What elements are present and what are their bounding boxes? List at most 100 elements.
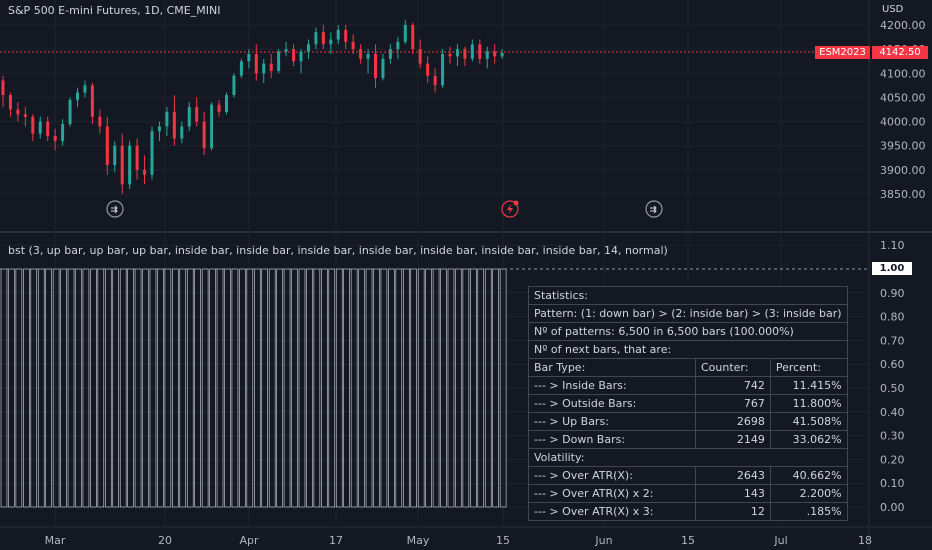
indicator-column[interactable] [224, 268, 231, 508]
price-bar[interactable] [165, 107, 169, 137]
indicator-column[interactable] [246, 268, 254, 508]
indicator-column[interactable] [335, 268, 343, 508]
price-bar[interactable] [329, 32, 333, 54]
indicator-column[interactable] [410, 268, 417, 508]
price-bar[interactable] [61, 119, 65, 146]
price-bar[interactable] [76, 87, 79, 108]
price-bar[interactable] [292, 44, 296, 67]
price-bar[interactable] [113, 140, 117, 173]
currency-label[interactable]: USD [882, 4, 904, 15]
price-bar[interactable] [254, 44, 258, 81]
indicator-column[interactable] [30, 268, 38, 508]
price-bar[interactable] [172, 95, 176, 146]
indicator-column[interactable] [67, 268, 75, 508]
indicator-column[interactable] [306, 268, 313, 508]
price-bar[interactable] [485, 46, 489, 69]
price-bar[interactable] [426, 56, 430, 83]
indicator-column[interactable] [343, 268, 350, 508]
earnings-flash-icon[interactable] [501, 200, 519, 218]
price-bar[interactable] [53, 128, 57, 151]
indicator-column[interactable] [0, 268, 8, 508]
price-bar[interactable] [98, 109, 102, 134]
indicator-column[interactable] [254, 268, 261, 508]
price-bar[interactable] [262, 58, 266, 83]
price-bar[interactable] [306, 39, 310, 59]
price-bar[interactable] [195, 97, 199, 127]
price-bar[interactable] [202, 111, 206, 156]
price-bar[interactable] [359, 44, 363, 64]
price-bar[interactable] [105, 116, 109, 175]
indicator-column[interactable] [8, 268, 15, 508]
price-bar[interactable] [187, 102, 191, 132]
price-bar[interactable] [143, 155, 147, 185]
price-bar[interactable] [396, 37, 400, 59]
price-bar[interactable] [38, 116, 42, 139]
price-bar[interactable] [16, 102, 20, 122]
price-bar[interactable] [247, 49, 251, 69]
indicator-column[interactable] [402, 268, 410, 508]
indicator-column[interactable] [492, 268, 499, 508]
indicator-column[interactable] [365, 268, 373, 508]
indicator-column[interactable] [194, 268, 201, 508]
price-bar[interactable] [455, 44, 459, 67]
price-bar[interactable] [83, 80, 87, 98]
price-bar[interactable] [478, 39, 482, 64]
price-bar[interactable] [157, 121, 161, 141]
price-bar[interactable] [403, 20, 407, 45]
indicator-column[interactable] [60, 268, 67, 508]
price-bar[interactable] [210, 102, 214, 151]
indicator-column[interactable] [283, 268, 291, 508]
price-bar[interactable] [441, 49, 445, 88]
price-bar[interactable] [1, 75, 5, 108]
price-bar[interactable] [351, 34, 355, 54]
indicator-column[interactable] [380, 268, 388, 508]
price-bar[interactable] [344, 25, 348, 50]
indicator-column[interactable] [90, 268, 97, 508]
price-bar[interactable] [225, 92, 228, 115]
price-bars[interactable] [1, 20, 504, 194]
indicator-column[interactable] [276, 268, 283, 508]
dividend-arrow-icon[interactable] [106, 200, 124, 218]
price-bar[interactable] [366, 49, 370, 74]
price-bar[interactable] [150, 126, 154, 180]
indicator-title[interactable]: bst (3, up bar, up bar, up bar, inside b… [8, 244, 668, 257]
price-bar[interactable] [411, 22, 415, 54]
price-bar[interactable] [418, 39, 422, 69]
indicator-column[interactable] [470, 268, 477, 508]
price-bar[interactable] [128, 140, 132, 190]
price-bar[interactable] [336, 25, 340, 45]
price-bar[interactable] [463, 46, 467, 67]
price-bar[interactable] [388, 44, 392, 64]
indicator-column[interactable] [462, 268, 470, 508]
price-bar[interactable] [299, 49, 303, 74]
indicator-column[interactable] [373, 268, 380, 508]
indicator-column[interactable] [186, 268, 194, 508]
indicator-column[interactable] [440, 268, 447, 508]
price-bar[interactable] [232, 73, 236, 98]
price-bar[interactable] [269, 53, 273, 79]
price-bar[interactable] [8, 92, 12, 117]
price-bar[interactable] [500, 49, 504, 59]
price-bar[interactable] [374, 44, 377, 88]
indicator-column[interactable] [37, 268, 45, 508]
chart-title[interactable]: S&P 500 E-mini Futures, 1D, CME_MINI [8, 4, 221, 17]
price-bar[interactable] [217, 99, 221, 117]
price-bar[interactable] [90, 82, 94, 124]
indicator-column[interactable] [313, 268, 321, 508]
indicator-column[interactable] [216, 268, 224, 508]
indicator-column[interactable] [119, 268, 127, 508]
price-bar[interactable] [284, 41, 288, 57]
price-bar[interactable] [120, 133, 124, 194]
price-bar[interactable] [433, 68, 437, 93]
price-bar[interactable] [46, 116, 50, 141]
indicator-column[interactable] [432, 268, 440, 508]
price-bar[interactable] [470, 39, 474, 62]
price-bar[interactable] [277, 49, 281, 74]
price-bar[interactable] [321, 25, 325, 50]
indicator-column[interactable] [97, 268, 105, 508]
indicator-column[interactable] [499, 268, 507, 508]
price-bar[interactable] [314, 27, 318, 50]
price-bar[interactable] [493, 44, 497, 64]
price-bar[interactable] [180, 121, 184, 144]
price-bar[interactable] [239, 58, 243, 79]
